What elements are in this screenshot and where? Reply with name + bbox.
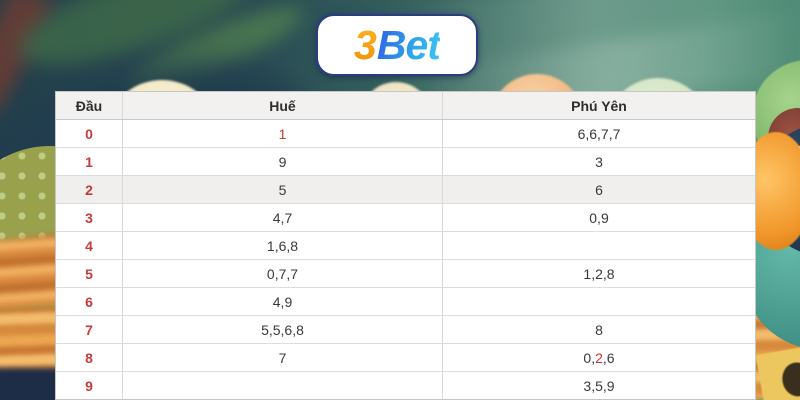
lottery-results-table: Đầu Huế Phú Yên 0 1 6,6,7,7 1 9 3 2 5 6 3 4,7 0,9 4 1… — [55, 91, 756, 400]
number-text: 0,7,7 — [266, 265, 299, 282]
hue-numbers-cell: 7 — [123, 344, 443, 371]
number-text: 0,9 — [589, 209, 609, 226]
column-header-phu-yen: Phú Yên — [571, 97, 627, 114]
table-row: 4 1,6,8 — [56, 231, 755, 259]
phu-yen-numbers-cell: 0,9 — [443, 204, 755, 231]
column-header-hue: Huế — [123, 92, 443, 119]
number-text: ,6 — [602, 349, 615, 366]
table-header-row: Đầu Huế Phú Yên — [56, 92, 755, 120]
head-digit-cell: 0 — [56, 120, 123, 147]
table-body: 0 1 6,6,7,7 1 9 3 2 5 6 3 4,7 0,9 4 1,6,8 5 0,7,7 1,2,8 6… — [56, 120, 755, 399]
phu-yen-numbers-cell: 6 — [443, 176, 755, 203]
phu-yen-numbers-cell: 8 — [443, 316, 755, 343]
number-text: 4,7 — [272, 209, 293, 226]
phu-yen-numbers-cell — [443, 288, 755, 315]
number-text: 6 — [595, 181, 603, 198]
hue-numbers-cell: 5 — [123, 176, 443, 203]
hue-numbers-cell: 4,9 — [123, 288, 443, 315]
hue-numbers-cell: 9 — [123, 148, 443, 175]
phu-yen-numbers-cell: 6,6,7,7 — [443, 120, 755, 147]
phu-yen-numbers-cell: 0, 2,6 — [443, 344, 755, 371]
table-row: 3 4,7 0,9 — [56, 203, 755, 231]
number-text: 3 — [595, 153, 603, 170]
logo-text-bet: Bet — [376, 21, 441, 68]
hue-numbers-cell — [123, 372, 443, 399]
number-text: 6,6,7,7 — [577, 125, 621, 142]
number-text: 3,5,9 — [583, 377, 615, 394]
table-row: 5 0,7,7 1,2,8 — [56, 259, 755, 287]
table-row: 2 5 6 — [56, 175, 755, 203]
yellow-dice — [755, 345, 800, 400]
head-digit-cell: 5 — [56, 260, 123, 287]
number-text: 9 — [278, 153, 287, 170]
number-text: 8 — [595, 321, 603, 338]
table-row: 7 5,5,6,8 8 — [56, 315, 755, 343]
table-row: 6 4,9 — [56, 287, 755, 315]
number-text: 7 — [278, 349, 287, 366]
head-digit-cell: 4 — [56, 232, 123, 259]
head-digit-cell: 9 — [56, 372, 123, 399]
highlighted-number: 2 — [595, 349, 603, 366]
logo-text-3: 3 — [354, 21, 377, 68]
number-text: 1,2,8 — [583, 265, 615, 282]
hue-numbers-cell: 1 — [123, 120, 443, 147]
number-text: 4,9 — [272, 293, 293, 310]
column-header-dau: Đầu — [56, 92, 123, 119]
head-digit-cell: 6 — [56, 288, 123, 315]
table-row: 8 7 0, 2,6 — [56, 343, 755, 371]
head-digit-cell: 2 — [56, 176, 123, 203]
phu-yen-numbers-cell: 3 — [443, 148, 755, 175]
hue-numbers-cell: 0,7,7 — [123, 260, 443, 287]
highlighted-number: 1 — [278, 125, 287, 142]
table-row: 1 9 3 — [56, 147, 755, 175]
head-digit-cell: 7 — [56, 316, 123, 343]
logo-3bet[interactable]: 3 Bet — [316, 14, 478, 76]
hue-numbers-cell: 5,5,6,8 — [123, 316, 443, 343]
phu-yen-numbers-cell: 3,5,9 — [443, 372, 755, 399]
number-text: 1,6,8 — [266, 237, 299, 254]
green-brushstroke — [9, 0, 259, 86]
phu-yen-numbers-cell — [443, 232, 755, 259]
head-digit-cell: 8 — [56, 344, 123, 371]
head-digit-cell: 1 — [56, 148, 123, 175]
head-digit-cell: 3 — [56, 204, 123, 231]
number-text: 5,5,6,8 — [261, 321, 304, 338]
number-text: 5 — [278, 181, 287, 198]
maroon-brushstroke — [0, 0, 56, 120]
table-row: 9 3,5,9 — [56, 371, 755, 399]
phu-yen-numbers-cell: 1,2,8 — [443, 260, 755, 287]
hue-numbers-cell: 4,7 — [123, 204, 443, 231]
hue-numbers-cell: 1,6,8 — [123, 232, 443, 259]
table-row: 0 1 6,6,7,7 — [56, 120, 755, 147]
number-text: 0, — [583, 349, 596, 366]
